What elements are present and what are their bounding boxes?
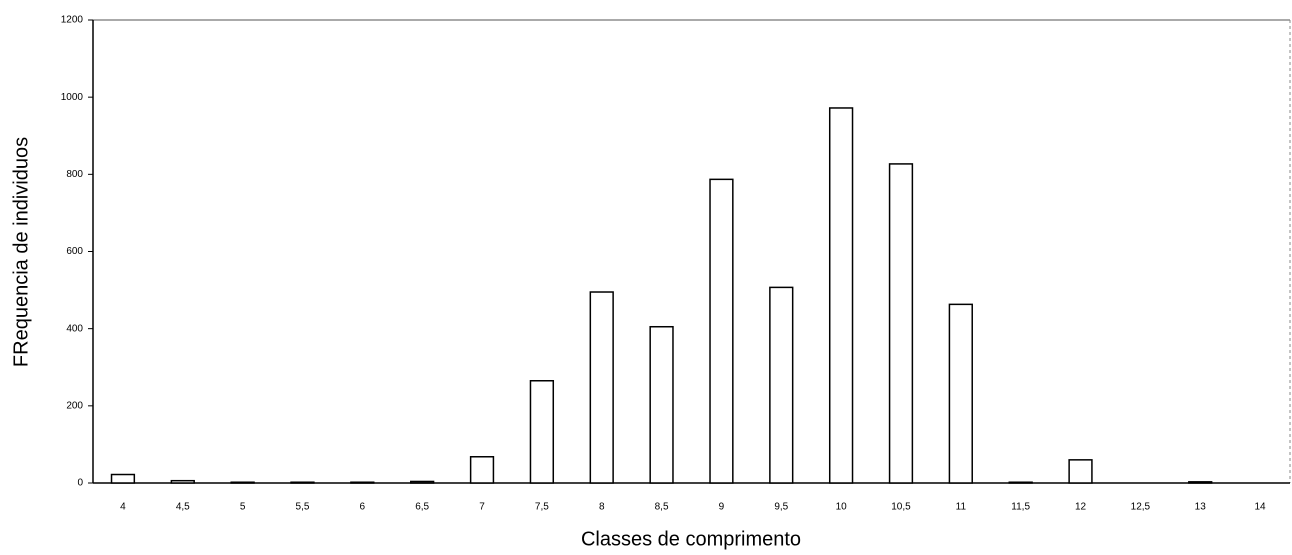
y-tick-label: 200 — [66, 400, 83, 411]
y-axis-title: FRequencia de individuos — [10, 137, 32, 367]
bar — [529, 380, 555, 484]
x-tick-label: 7 — [479, 502, 485, 513]
x-tick-label: 8 — [599, 502, 605, 513]
x-tick-label: 5,5 — [296, 502, 310, 513]
bar — [469, 456, 495, 484]
x-tick-label: 7,5 — [535, 502, 549, 513]
bar — [709, 178, 734, 484]
bar — [649, 325, 674, 484]
bar — [110, 473, 136, 484]
x-tick-label: 9,5 — [774, 502, 788, 513]
y-tick-label: 400 — [66, 323, 83, 334]
x-tick-label: 4 — [120, 502, 126, 513]
x-tick-label: 5 — [240, 502, 246, 513]
bar — [828, 107, 854, 484]
bar — [1188, 481, 1213, 484]
x-tick-label: 12 — [1075, 502, 1087, 513]
bar — [230, 481, 255, 484]
y-tick-label: 0 — [77, 478, 83, 489]
x-tick-label: 12,5 — [1131, 502, 1151, 513]
x-axis-title: Classes de comprimento — [581, 528, 801, 550]
x-tick-label: 9 — [719, 502, 725, 513]
x-tick-label: 10,5 — [891, 502, 911, 513]
x-tick-label: 11 — [956, 502, 967, 513]
x-tick-label: 13 — [1195, 502, 1207, 513]
bar — [1008, 481, 1033, 484]
bar — [888, 163, 914, 484]
x-tick-label: 6 — [360, 502, 366, 513]
y-tick-label: 1000 — [61, 92, 84, 103]
x-tick-label: 11,5 — [1011, 502, 1030, 513]
bar — [1068, 459, 1093, 484]
x-tick-label: 8,5 — [655, 502, 669, 513]
bar — [589, 291, 614, 484]
bar — [170, 479, 195, 484]
y-tick-label: 600 — [66, 246, 83, 257]
x-tick-label: 4,5 — [176, 502, 190, 513]
bar — [410, 480, 435, 484]
x-tick-label: 14 — [1255, 502, 1267, 513]
bar — [290, 481, 315, 484]
bar — [948, 303, 973, 484]
bar — [769, 286, 794, 484]
bar — [350, 481, 375, 484]
x-tick-label: 6,5 — [415, 502, 429, 513]
y-tick-label: 1200 — [61, 15, 84, 26]
x-tick-label: 10 — [836, 502, 848, 513]
y-tick-label: 800 — [66, 169, 83, 180]
